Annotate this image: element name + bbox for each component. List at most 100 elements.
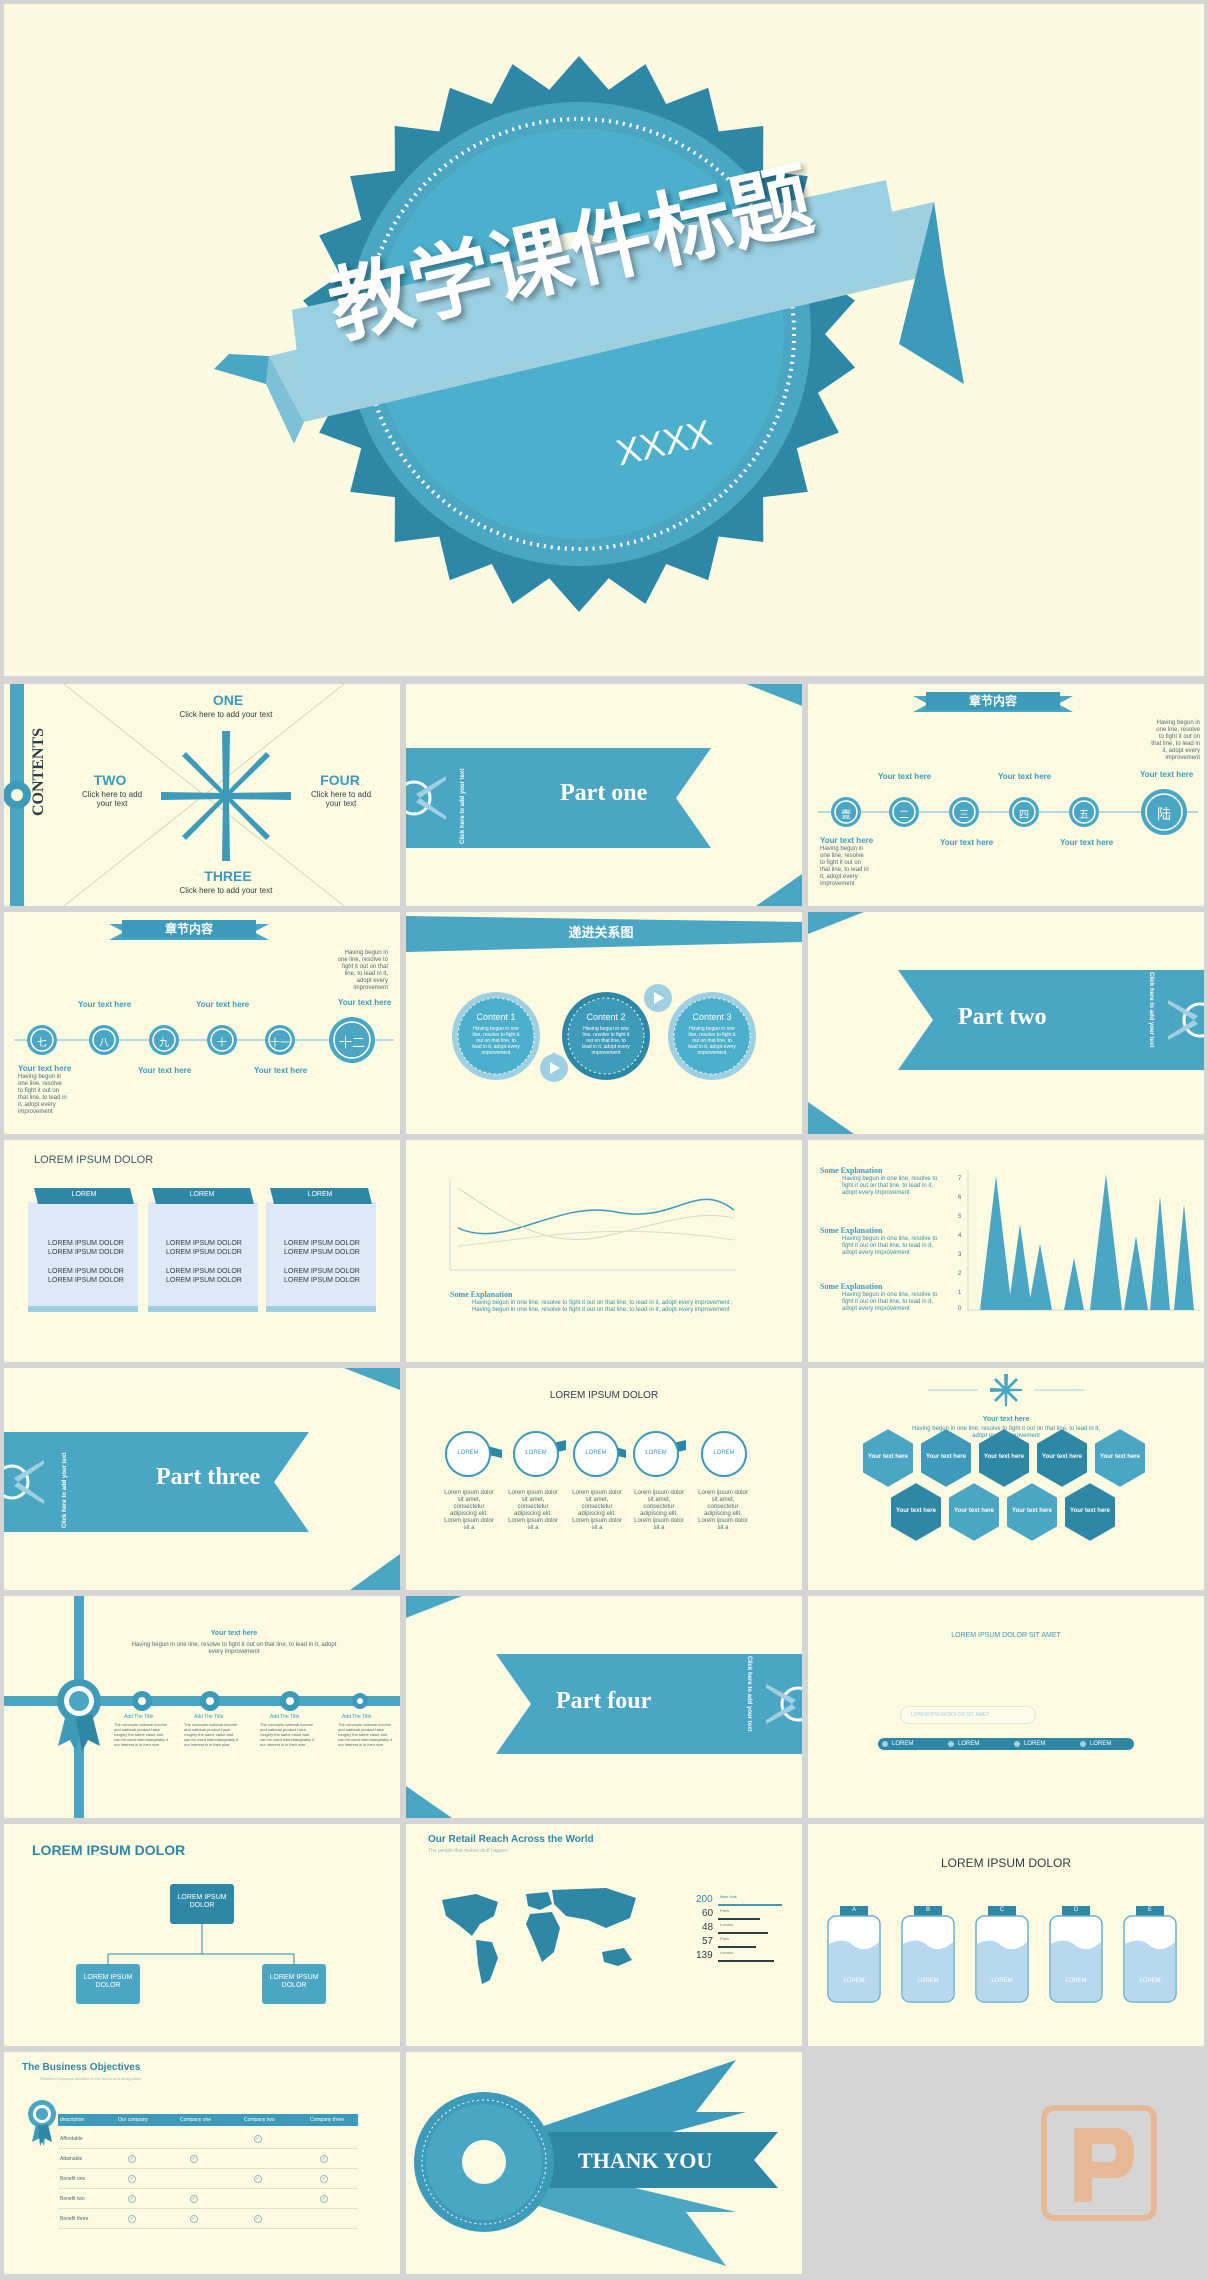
world-map-slide[interactable]: Our Retail Reach Across the World The pe… bbox=[406, 1824, 802, 2046]
cards-graphic bbox=[28, 1188, 376, 1312]
add-title-3[interactable]: Add The Title bbox=[270, 1714, 300, 1720]
node-11[interactable]: 十一 bbox=[270, 1038, 290, 1049]
hex-label[interactable]: Your text here bbox=[984, 1454, 1024, 1460]
part-one-title[interactable]: Part one bbox=[560, 780, 648, 806]
jar-fill bbox=[1051, 1940, 1101, 2001]
node-8[interactable]: 八 bbox=[99, 1038, 109, 1049]
line-chart-slide[interactable]: Some Explanation Having begun in one lin… bbox=[406, 1140, 802, 1362]
chapter-desc-left: Having begun in one line, resolve to fig… bbox=[820, 846, 869, 887]
content-3-desc: Having begun in one line, resolve to fig… bbox=[688, 1026, 736, 1056]
part-one-slide[interactable]: Part one Click here to add your text bbox=[406, 684, 802, 906]
progression-slide[interactable]: 递进关系图 Content 1 Having begun in one line… bbox=[406, 912, 802, 1134]
step-dot-3[interactable] bbox=[1014, 1741, 1020, 1747]
node-9[interactable]: 九 bbox=[159, 1038, 169, 1049]
card1-line3: LOREM IPSUM DOLOR bbox=[48, 1268, 124, 1275]
org-right-node[interactable]: LOREM IPSUM DOLOR bbox=[262, 1964, 326, 2004]
stat-bar-2 bbox=[718, 1918, 760, 1920]
step-label-4: LOREM bbox=[1090, 1741, 1112, 1747]
node-1[interactable]: 壹 bbox=[841, 810, 851, 821]
org-chart-slide[interactable]: LOREM IPSUM DOLOR LOREM IPSUM DOLOR LORE… bbox=[4, 1824, 400, 2046]
hexagon bbox=[1035, 1426, 1089, 1490]
contents-two[interactable]: TWO bbox=[93, 772, 127, 788]
hex-label[interactable]: Your text here bbox=[1012, 1508, 1052, 1514]
node-3[interactable]: 三 bbox=[959, 810, 969, 821]
your-text-7: Your text here bbox=[78, 1000, 132, 1009]
table-header bbox=[58, 2114, 358, 2126]
hex-label[interactable]: Your text here bbox=[868, 1454, 908, 1460]
circle-item-2[interactable]: LOREM bbox=[525, 1450, 547, 1456]
jar-label[interactable]: LOREM bbox=[1139, 1978, 1161, 1984]
chapter-slide-1[interactable]: 章节内容 壹 二 三 四 五 陆 Your text here Your tex… bbox=[808, 684, 1204, 906]
contents-two-sub: Click here to add your text bbox=[81, 790, 143, 808]
title-slide[interactable]: 教学课件标题 XXXX bbox=[4, 4, 1204, 676]
org-top-node[interactable]: LOREM IPSUM DOLOR bbox=[170, 1884, 234, 1924]
jar-label[interactable]: LOREM bbox=[843, 1978, 865, 1984]
hex-label[interactable]: Your text here bbox=[1100, 1454, 1140, 1460]
ribbon-timeline-slide[interactable]: Your text here Having begun in one line,… bbox=[4, 1596, 400, 1818]
add-title-2[interactable]: Add The Title bbox=[194, 1714, 224, 1720]
node-7[interactable]: 七 bbox=[37, 1038, 47, 1049]
hex-label[interactable]: Your text here bbox=[1070, 1508, 1110, 1514]
jar-label[interactable]: LOREM bbox=[1065, 1978, 1087, 1984]
contents-three[interactable]: THREE bbox=[204, 868, 252, 884]
contents-slide[interactable]: CONTENTS ONE Click here to add your text… bbox=[4, 684, 400, 906]
hex-label[interactable]: Your text here bbox=[926, 1454, 966, 1460]
thank-you-slide[interactable]: THANK YOU bbox=[406, 2052, 802, 2274]
node-10[interactable]: 十 bbox=[217, 1038, 227, 1049]
jar-lid bbox=[1062, 1906, 1090, 1916]
business-badge bbox=[28, 2100, 56, 2146]
content-3-label[interactable]: Content 3 bbox=[692, 1012, 732, 1022]
circle-item-5[interactable]: LOREM bbox=[713, 1450, 735, 1456]
step-dot-4[interactable] bbox=[1080, 1741, 1086, 1747]
thank-you-text[interactable]: THANK YOU bbox=[578, 2148, 713, 2173]
content-1-label[interactable]: Content 1 bbox=[476, 1012, 516, 1022]
node-12[interactable]: 十二 bbox=[338, 1035, 365, 1050]
step-dot-2[interactable] bbox=[948, 1741, 954, 1747]
node-5[interactable]: 五 bbox=[1079, 810, 1089, 821]
part-two-slide[interactable]: Part two Click here to add your text bbox=[808, 912, 1204, 1134]
add-desc-2: The concepts national income and nationa… bbox=[184, 1722, 239, 1747]
add-title-1[interactable]: Add The Title bbox=[124, 1714, 154, 1720]
hex-label[interactable]: Your text here bbox=[896, 1508, 936, 1514]
contents-one[interactable]: ONE bbox=[212, 692, 244, 708]
node-2[interactable]: 二 bbox=[899, 810, 909, 821]
triangle-chart-slide[interactable]: Some Explanation Having begun in one lin… bbox=[808, 1140, 1204, 1362]
card-tab-3[interactable]: LOREM bbox=[307, 1191, 333, 1198]
part-four-slide[interactable]: Part four Click here to add your text bbox=[406, 1596, 802, 1818]
hexagon-slide[interactable]: Your text here Having begun in one line,… bbox=[808, 1368, 1204, 1590]
contents-four[interactable]: FOUR bbox=[320, 772, 360, 788]
part-three-slide[interactable]: Part three Click here to add your text bbox=[4, 1368, 400, 1590]
node-4[interactable]: 四 bbox=[1019, 810, 1029, 821]
step-dot-1[interactable] bbox=[882, 1741, 888, 1747]
circle-item-1[interactable]: LOREM bbox=[457, 1450, 479, 1456]
hex-label[interactable]: Your text here bbox=[1042, 1454, 1082, 1460]
jar-label[interactable]: LOREM bbox=[991, 1978, 1013, 1984]
content-2-label[interactable]: Content 2 bbox=[586, 1012, 626, 1022]
org-left-node[interactable]: LOREM IPSUM DOLOR bbox=[76, 1964, 140, 2004]
add-desc-4: The concepts national income and nationa… bbox=[338, 1722, 393, 1747]
part-four-title[interactable]: Part four bbox=[556, 1688, 652, 1714]
steps-input[interactable]: LOREM IPSUM DOLOR SIT AMET bbox=[900, 1706, 1036, 1724]
part-two-vertical-text: Click here to add your text bbox=[1148, 972, 1154, 1048]
circles-slide[interactable]: LOREM IPSUM DOLOR LOREM LOREM LOREM LORE… bbox=[406, 1368, 802, 1590]
circle-item-4[interactable]: LOREM bbox=[645, 1450, 667, 1456]
steps-slide[interactable]: LOREM IPSUM DOLOR SIT AMET LOREM IPSUM D… bbox=[808, 1596, 1204, 1818]
hex-label[interactable]: Your text here bbox=[954, 1508, 994, 1514]
chapter-timeline bbox=[818, 692, 1198, 835]
stat-label-5: London bbox=[720, 1950, 734, 1955]
card-tab-2[interactable]: LOREM bbox=[189, 1191, 215, 1198]
tick-4: 4 bbox=[958, 1233, 962, 1239]
add-title-4[interactable]: Add The Title bbox=[342, 1714, 372, 1720]
part-two-title[interactable]: Part two bbox=[958, 1004, 1047, 1030]
jar-label[interactable]: LOREM bbox=[917, 1978, 939, 1984]
check-icon: ✓ bbox=[320, 2175, 328, 2183]
node-6[interactable]: 陆 bbox=[1157, 806, 1171, 822]
circle-item-3[interactable]: LOREM bbox=[585, 1450, 607, 1456]
chapter-slide-2[interactable]: 章节内容 七 八 九 十 十一 十二 Your text here Your t… bbox=[4, 912, 400, 1134]
part-two-ribbon bbox=[808, 912, 1204, 1134]
business-table-slide[interactable]: The Business Objectives Whatever happens… bbox=[4, 2052, 400, 2274]
card-tab-1[interactable]: LOREM bbox=[71, 1191, 97, 1198]
part-three-title[interactable]: Part three bbox=[156, 1464, 261, 1490]
cards-slide[interactable]: LOREM IPSUM DOLOR LOREM LOREM LOREM LORE… bbox=[4, 1140, 400, 1362]
jars-slide[interactable]: LOREM IPSUM DOLOR A LOREM B LOREM C LOREM D LOR… bbox=[808, 1824, 1204, 2046]
